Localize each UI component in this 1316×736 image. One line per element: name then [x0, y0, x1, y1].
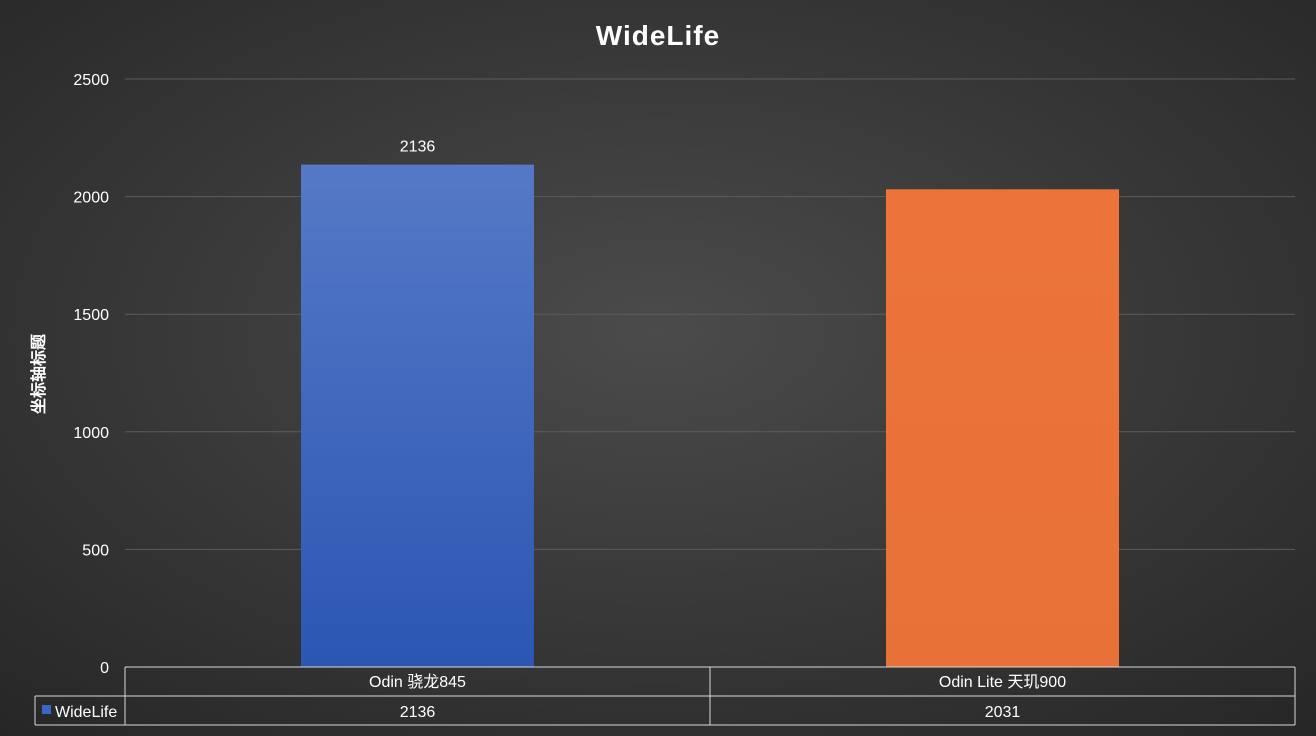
y-tick-label: 2500: [73, 72, 109, 89]
x-category-label: Odin 骁龙845: [369, 673, 466, 691]
bar: [886, 189, 1119, 667]
bars: [301, 164, 1119, 667]
y-tick-label: 0: [100, 660, 109, 677]
legend-label: WideLife: [55, 704, 117, 721]
x-category-label: Odin Lite 天玑900: [939, 674, 1066, 691]
y-tick-label: 500: [82, 542, 109, 559]
chart-title: WideLife: [596, 20, 720, 51]
bar: [301, 164, 534, 667]
table-value: 2136: [400, 704, 436, 721]
y-axis-ticks: 0 500 1000 1500 2000 2500: [73, 72, 109, 677]
y-axis-title: 坐标轴标题: [29, 333, 48, 414]
y-tick-label: 2000: [73, 190, 109, 207]
data-table: Odin 骁龙845 2136 Odin Lite 天玑900 2031 WideLif…: [34, 666, 1296, 726]
data-labels: 2136: [400, 139, 436, 156]
y-tick-label: 1500: [73, 307, 109, 324]
y-tick-label: 1000: [73, 425, 109, 442]
legend-swatch: [42, 705, 51, 714]
table-value: 2031: [985, 704, 1021, 721]
data-label: 2136: [400, 139, 436, 156]
